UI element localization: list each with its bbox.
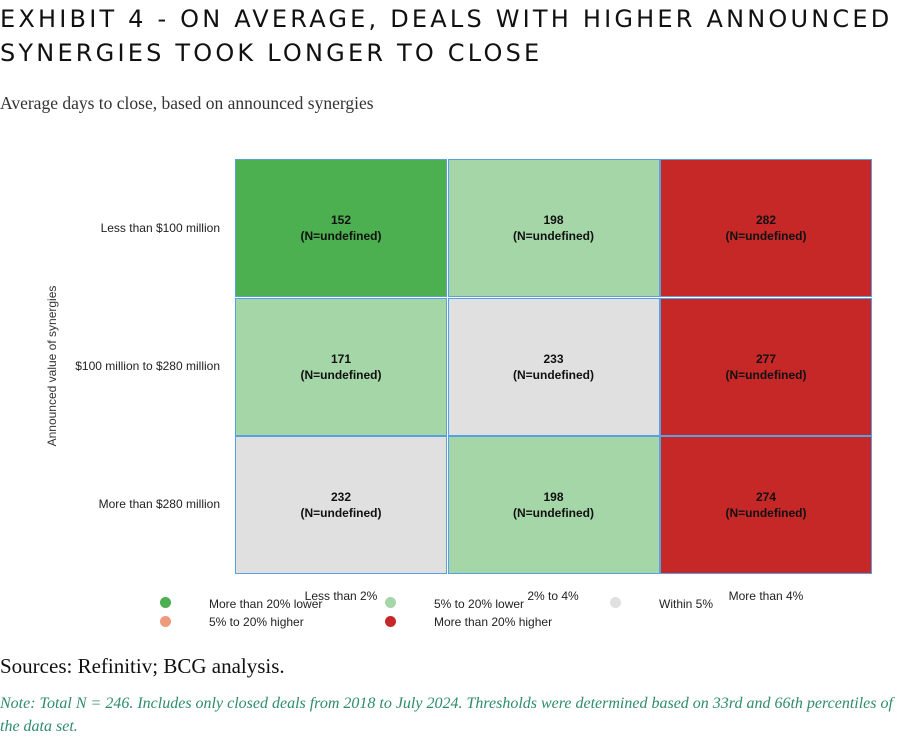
- heatmap-cell: 198 (N=undefined): [447, 159, 660, 297]
- heatmap-cell: 152 (N=undefined): [235, 159, 447, 297]
- cell-value: 274: [755, 490, 777, 504]
- cell-count: (N=undefined): [513, 367, 594, 382]
- col-label-3: More than 4%: [728, 589, 804, 603]
- legend-label-more-than-20-lower: More than 20% lower: [209, 597, 323, 611]
- col-label-2: 2% to 4%: [527, 589, 579, 603]
- y-axis-label: Announced value of synergies: [45, 285, 59, 447]
- cell-value: 277: [755, 351, 777, 366]
- row-label-1: Less than $100 million: [100, 221, 220, 235]
- heatmap-cell: 233 (N=undefined): [447, 297, 660, 436]
- cell-count: (N=undefined): [300, 367, 382, 382]
- legend-dot-5-to-20-lower: [385, 597, 396, 608]
- cell-value: 232: [330, 490, 352, 504]
- legend-dot-within-5: [610, 597, 621, 608]
- cell-count: (N=undefined): [725, 367, 807, 382]
- cell-value: 198: [543, 213, 564, 227]
- cell-count: (N=undefined): [513, 506, 594, 520]
- chart-subtitle: Average days to close, based on announce…: [0, 93, 374, 113]
- legend-dot-more-than-20-lower: [160, 597, 171, 608]
- cell-count: (N=undefined): [725, 229, 807, 243]
- cell-count: (N=undefined): [300, 229, 382, 243]
- cell-count: (N=undefined): [725, 506, 807, 520]
- row-label-3: More than $280 million: [98, 497, 220, 511]
- heatmap-cell: 282 (N=undefined): [660, 159, 872, 297]
- heatmap-cell: 198 (N=undefined): [447, 436, 660, 574]
- heatmap-cell: 277 (N=undefined): [660, 297, 872, 436]
- row-label-2: $100 million to $280 million: [75, 359, 220, 373]
- cell-value: 171: [330, 351, 352, 366]
- heatmap-cell: 274 (N=undefined): [660, 436, 872, 574]
- note-text: Note: Total N = 246. Includes only close…: [0, 695, 893, 735]
- cell-count: (N=undefined): [513, 229, 594, 243]
- heatmap-grid: 152 (N=undefined) 198 (N=undefined) 282 (N=un…: [235, 159, 872, 575]
- cell-value: 233: [543, 351, 564, 366]
- cell-count: (N=undefined): [300, 506, 382, 520]
- cell-value: 282: [755, 213, 777, 227]
- sources-text: Sources: Refinitiv; BCG analysis.: [0, 654, 285, 678]
- legend-label-within-5: Within 5%: [659, 597, 714, 611]
- legend-label-more-than-20-higher: More than 20% higher: [434, 615, 553, 629]
- heatmap-cell: 232 (N=undefined): [235, 436, 447, 574]
- cell-value: 198: [543, 490, 564, 504]
- legend-dot-5-to-20-higher: [160, 616, 171, 627]
- heatmap-cell: 171 (N=undefined): [235, 297, 447, 436]
- legend-label-5-to-20-higher: 5% to 20% higher: [209, 615, 304, 629]
- legend-dot-more-than-20-higher: [385, 616, 396, 627]
- col-label-1: Less than 2%: [304, 589, 378, 603]
- chart-title: Exhibit 4 - On average, deals with highe…: [0, 5, 893, 67]
- legend-label-5-to-20-lower: 5% to 20% lower: [434, 597, 525, 611]
- cell-value: 152: [330, 213, 352, 227]
